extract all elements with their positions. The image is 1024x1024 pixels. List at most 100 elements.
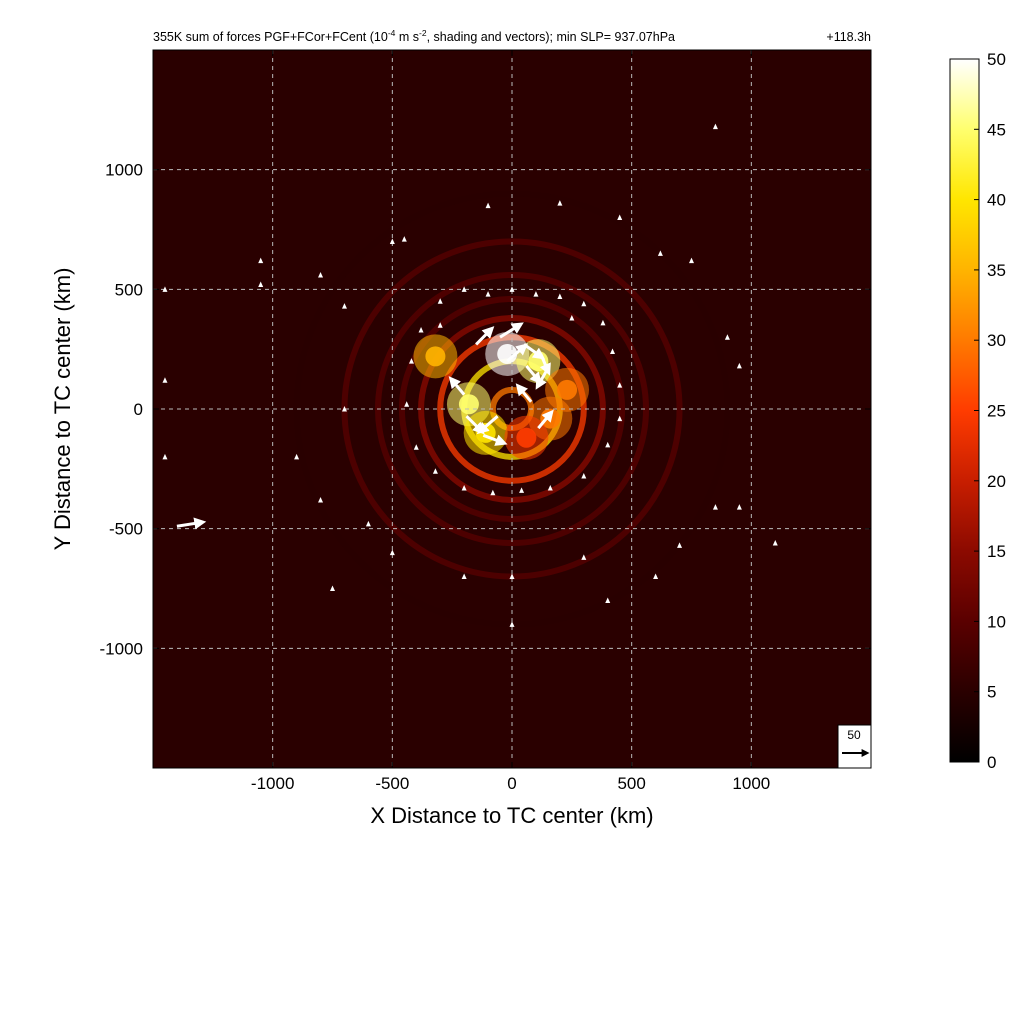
x-tick-label: 1000	[732, 774, 770, 793]
force-vector-small	[418, 327, 424, 333]
x-tick-label: 0	[507, 774, 516, 793]
force-vector	[537, 409, 554, 430]
colorbar: 0 5 10 15 20 25 30 35 40 45 50	[949, 50, 1006, 772]
force-vector-small	[258, 257, 264, 264]
force-vector-small	[341, 406, 347, 412]
force-vector-small	[461, 573, 467, 580]
force-vector-small	[509, 573, 515, 580]
force-vector-small	[509, 621, 515, 627]
force-vector-small	[461, 286, 467, 292]
force-vector-small	[432, 468, 438, 474]
force-vector-small	[389, 549, 395, 556]
force-vector-small	[330, 585, 335, 591]
force-vector-small	[341, 303, 347, 309]
colorbar-tick-label: 45	[987, 120, 1006, 139]
force-vector-small	[736, 504, 742, 510]
x-tick-label: -1000	[251, 774, 294, 793]
field-background	[153, 50, 871, 768]
force-vector-small	[581, 554, 587, 560]
force-vector-small	[519, 487, 525, 493]
force-vector	[499, 322, 524, 339]
colorbar-tick-label: 15	[987, 542, 1006, 561]
force-vector	[515, 383, 533, 403]
force-vector-small	[509, 286, 515, 292]
force-vector-small	[736, 362, 742, 369]
force-vector-small	[437, 298, 443, 304]
force-vector-small	[657, 250, 663, 256]
force-vector-small	[653, 573, 659, 580]
force-vector-small	[318, 496, 324, 503]
force-vector-small	[437, 322, 443, 328]
force-vector-small	[569, 315, 575, 321]
force-vector	[448, 376, 466, 396]
colorbar-tick-label: 20	[987, 472, 1006, 491]
y-tick-label: -1000	[100, 639, 143, 658]
field-hotspot	[516, 427, 537, 448]
force-vector-small	[365, 520, 371, 527]
force-vector-small	[485, 202, 491, 209]
force-vector-small	[772, 540, 778, 546]
force-vector-small	[485, 291, 491, 297]
force-vector-small	[490, 489, 496, 496]
force-vector-small	[600, 319, 606, 326]
force-vector	[475, 326, 495, 346]
colorbar-tick-label: 40	[987, 191, 1006, 210]
force-vector-small	[557, 200, 563, 206]
colorbar-tick-label: 5	[987, 683, 996, 702]
force-vector-small	[401, 236, 407, 242]
y-tick-label: 1000	[105, 161, 143, 180]
colorbar-tick-label: 10	[987, 612, 1006, 631]
y-tick-label: -500	[109, 520, 143, 539]
force-vector-small	[712, 504, 718, 510]
force-vector	[506, 343, 529, 363]
reference-vector-key: 50	[837, 724, 872, 769]
reference-vector-label: 50	[847, 728, 861, 742]
reference-vector-box	[837, 724, 872, 769]
x-axis-label: X Distance to TC center (km)	[370, 803, 653, 828]
force-vector-small	[617, 415, 623, 422]
force-vectors	[162, 123, 778, 627]
force-vector-small	[318, 271, 324, 278]
colorbar-tick-label: 30	[987, 331, 1006, 350]
chart-title: 355K sum of forces PGF+FCor+FCent (10-4 …	[153, 28, 675, 44]
force-vector	[525, 364, 542, 385]
force-vector-small	[617, 214, 623, 221]
force-vector-small	[617, 382, 623, 388]
colorbar-ticks: 0 5 10 15 20 25 30 35 40 45 50	[974, 50, 1006, 772]
x-axis: -1000 -500 0 500 1000	[251, 50, 770, 793]
chart-time-label: +118.3h	[826, 30, 871, 44]
x-tick-label: -500	[375, 774, 409, 793]
y-tick-label: 500	[115, 280, 143, 299]
field-hotspot	[557, 379, 578, 400]
force-vector-small	[689, 257, 694, 264]
field-hotspot	[458, 394, 479, 415]
force-vector-small	[581, 300, 587, 307]
colorbar-tick-label: 25	[987, 402, 1006, 421]
field-hotspot	[425, 346, 446, 367]
plot-area	[153, 50, 871, 768]
force-vector-small	[724, 334, 730, 340]
force-vector-small	[557, 293, 563, 300]
y-axis: -1000 -500 0 500 1000	[100, 161, 871, 658]
colorbar-tick-label: 35	[987, 261, 1006, 280]
force-vector	[482, 433, 508, 446]
force-vector	[476, 415, 499, 435]
force-vector-small	[605, 441, 611, 448]
force-vector-small	[581, 473, 587, 479]
force-vector-small	[413, 444, 419, 450]
force-vector-small	[294, 453, 300, 460]
force-vector-small	[677, 542, 683, 548]
force-vector-small	[712, 123, 718, 130]
x-tick-label: 500	[617, 774, 645, 793]
force-vector	[176, 517, 207, 530]
colorbar-tick-label: 0	[987, 753, 996, 772]
shading-field	[153, 50, 871, 768]
y-axis-label: Y Distance to TC center (km)	[50, 268, 75, 551]
force-vector-small	[162, 453, 168, 460]
force-vector-small	[389, 238, 395, 244]
force-vector-small	[162, 286, 168, 292]
force-vector-small	[461, 484, 467, 491]
force-vector-small	[547, 484, 553, 491]
colorbar-tick-label: 50	[987, 50, 1006, 69]
